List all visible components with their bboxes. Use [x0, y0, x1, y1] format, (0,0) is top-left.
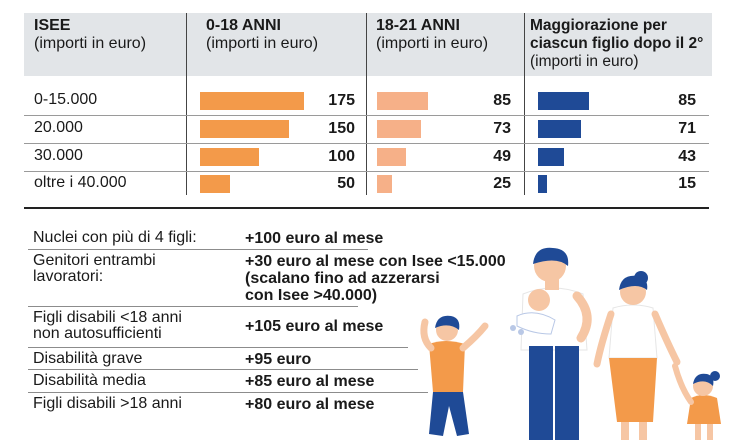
list-item-label-line: Disabilità media [33, 372, 146, 389]
bar-maggiorazione [538, 92, 589, 110]
header-18-21-title: 18-21 ANNI [376, 17, 460, 34]
list-divider [28, 392, 428, 393]
header-isee: ISEE (importi in euro) [28, 13, 186, 76]
list-item-value-line: +85 euro al mese [245, 373, 375, 390]
bar-value-label: 50 [337, 175, 355, 192]
header-0-18-title: 0-18 ANNI [206, 17, 281, 34]
header-isee-title: ISEE [34, 17, 71, 34]
bar-value-label: 150 [328, 120, 355, 137]
bar-value-label: 15 [678, 175, 696, 192]
bar-0-18 [200, 148, 259, 166]
column-separator [524, 13, 525, 195]
bar-0-18 [200, 92, 304, 110]
list-item-label: Disabilità grave [33, 351, 142, 367]
header-maggiorazione-title-2: ciascun figlio dopo il 2° [530, 35, 704, 52]
header-maggiorazione: Maggiorazione per ciascun figlio dopo il… [526, 13, 712, 76]
baby-figure [510, 289, 556, 335]
header-0-18-unit: (importi in euro) [206, 35, 319, 52]
list-item-value: +105 euro al mese [245, 318, 383, 335]
girl-figure [672, 363, 721, 440]
list-item-value-line: +80 euro al mese [245, 396, 375, 413]
header-bg-18-21 [367, 13, 524, 76]
bar-18-21 [377, 92, 428, 110]
list-item-value-line: (scalano fino ad azzerarsi [245, 270, 440, 287]
list-item-label-line: Genitori entrambi [33, 252, 156, 269]
bar-value-label: 73 [493, 120, 511, 137]
list-item-label: Figli disabili >18 anni [33, 396, 182, 412]
bar-value-label: 85 [493, 92, 511, 109]
row-divider [24, 171, 709, 172]
bar-maggiorazione [538, 148, 564, 166]
list-item-label-line: Figli disabili <18 anni [33, 309, 182, 326]
family-illustration [420, 247, 721, 440]
header-isee-unit: (importi in euro) [34, 35, 147, 52]
bar-18-21 [377, 175, 392, 193]
list-item-value: +100 euro al mese [245, 230, 383, 247]
list-item-label: Nuclei con più di 4 figli: [33, 230, 197, 246]
row-divider [24, 115, 709, 116]
header-18-21-unit: (importi in euro) [376, 35, 489, 52]
column-separator [366, 13, 367, 195]
list-item-value-line: +105 euro al mese [245, 318, 384, 335]
list-item-label: Genitori entrambi lavoratori: [33, 253, 156, 285]
bar-0-18 [200, 175, 230, 193]
header-bg-maggiorazione [525, 13, 712, 76]
header-bg-0-18 [187, 13, 366, 76]
list-item-label-line: non autosufficienti [33, 325, 162, 342]
mother-figure [593, 271, 681, 440]
row-label: 20.000 [34, 119, 83, 136]
list-item-value: +80 euro al mese [245, 396, 374, 413]
bar-value-label: 85 [678, 92, 696, 109]
row-label: 0-15.000 [34, 91, 98, 108]
list-item-value-line: +100 euro al mese [245, 230, 384, 247]
list-item-label-line: Figli disabili >18 anni [33, 395, 182, 412]
list-item-value-line: +95 euro [245, 351, 312, 368]
list-divider [28, 369, 418, 370]
list-item-label: Figli disabili <18 anni non autosufficien… [33, 310, 182, 342]
bar-maggiorazione [538, 175, 547, 193]
list-item-label-line: Nuclei con più di 4 figli: [33, 229, 197, 246]
list-item-label-line: Disabilità grave [33, 350, 143, 367]
bar-value-label: 175 [328, 92, 355, 109]
bar-value-label: 49 [493, 148, 511, 165]
bar-value-label: 71 [678, 120, 696, 137]
header-0-18: 0-18 ANNI (importi in euro) [200, 13, 366, 76]
list-divider [28, 347, 408, 348]
row-label: oltre i 40.000 [34, 174, 127, 191]
list-divider [28, 306, 358, 307]
list-divider [28, 249, 368, 250]
header-18-21: 18-21 ANNI (importi in euro) [370, 13, 524, 76]
bar-0-18 [200, 120, 289, 138]
bar-18-21 [377, 148, 406, 166]
boy-figure [420, 315, 489, 436]
list-item-value-line: +30 euro al mese con Isee <15.000 [245, 253, 506, 270]
list-item-label-line: lavoratori: [33, 268, 104, 285]
father-figure [520, 247, 592, 440]
table-bottom-rule [24, 207, 709, 209]
list-item-label: Disabilità media [33, 373, 146, 389]
row-divider [24, 143, 709, 144]
bar-value-label: 100 [328, 148, 355, 165]
list-item-value: +30 euro al mese con Isee <15.000 (scalan… [245, 253, 506, 304]
bar-value-label: 25 [493, 175, 511, 192]
column-separator [186, 13, 187, 195]
header-bg-isee [24, 13, 186, 76]
list-item-value: +85 euro al mese [245, 373, 374, 390]
list-item-value-line: con Isee >40.000) [245, 287, 378, 304]
row-label: 30.000 [34, 147, 83, 164]
bar-maggiorazione [538, 120, 581, 138]
bar-18-21 [377, 120, 421, 138]
list-item-value: +95 euro [245, 351, 311, 368]
header-maggiorazione-title-1: Maggiorazione per [530, 17, 667, 34]
header-maggiorazione-unit: (importi in euro) [530, 53, 639, 70]
bar-value-label: 43 [678, 148, 696, 165]
